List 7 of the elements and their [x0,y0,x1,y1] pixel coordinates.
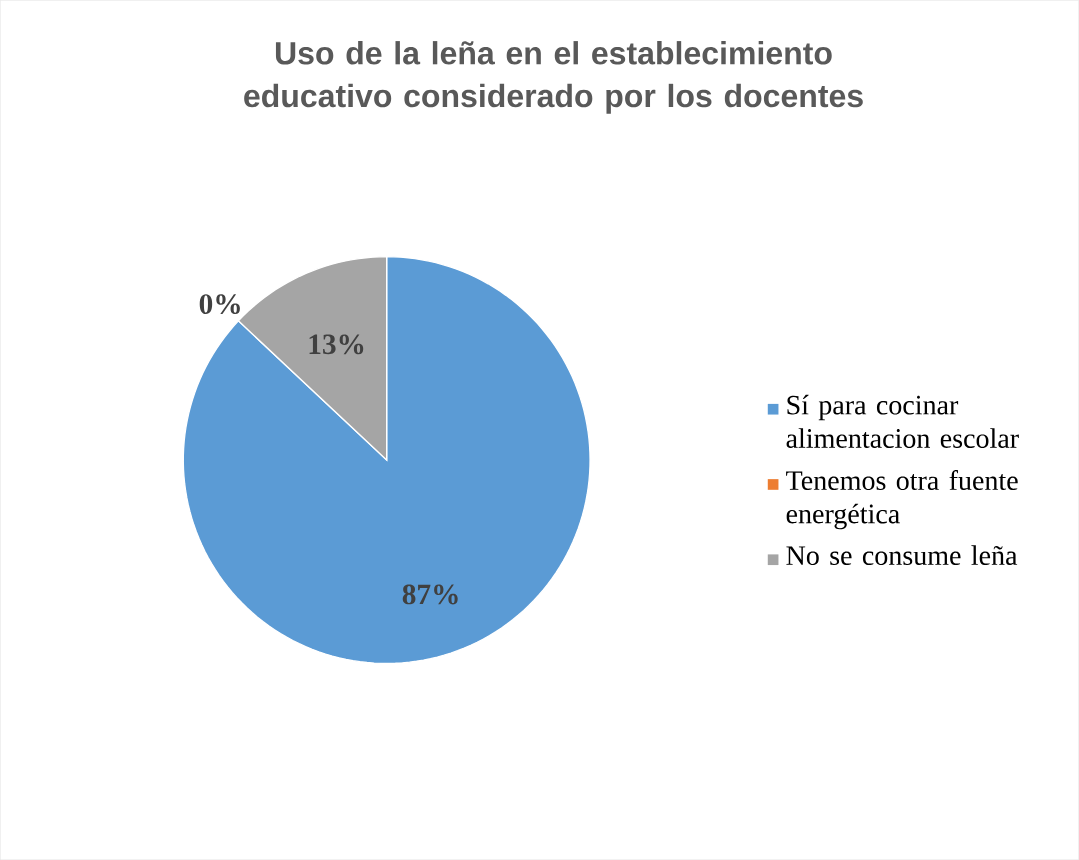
data-label: 13% [309,334,364,355]
legend-label: Tenemos otra fuente energética [786,470,1018,530]
data-label: 87% [402,584,458,605]
legend-label: No se consume leña [786,545,1018,565]
legend-label: Sí para cocinar alimentacion escolar [786,394,1019,448]
chart-title: Uso de la leña en el establecimiento educativo considerado por los docentes [244,41,863,114]
text: 0% [199,294,240,315]
